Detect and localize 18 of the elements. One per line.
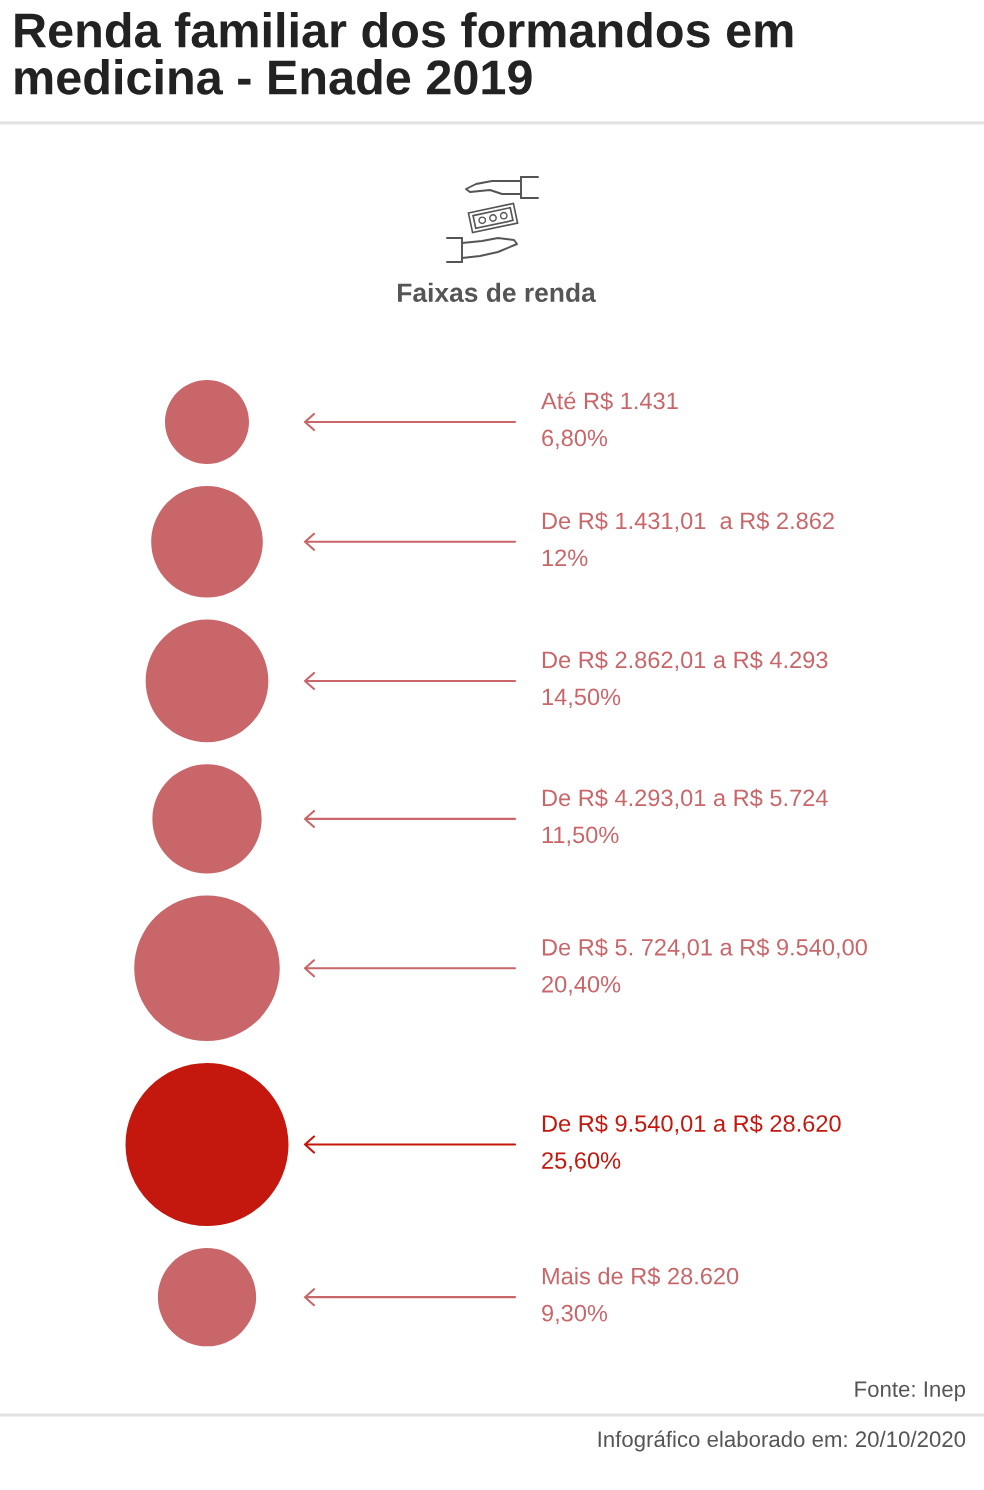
- category-label: De R$ 9.540,01 a R$ 28.620: [542, 1114, 841, 1135]
- data-label: 9,30%: [542, 1304, 608, 1325]
- data-label: 6,80%: [542, 429, 608, 450]
- text: Renda familiar dos formandos em medicina - Enade 2019: [15, 12, 793, 95]
- category-label: De R$ 4.293,01 a R$ 5.724: [542, 788, 828, 810]
- text: Faixas de renda: [398, 282, 596, 303]
- category-label: Até R$ 1.431: [541, 391, 678, 411]
- category-label: Mais de R$ 28.620: [542, 1266, 739, 1286]
- category-label: De R$ 2.862,01 a R$ 4.293: [542, 650, 828, 672]
- data-label: 14,50%: [542, 688, 621, 709]
- category-label: De R$ 1.431,01 a R$ 2.862: [542, 511, 834, 532]
- source-note: Fonte: Inep: [855, 1381, 966, 1402]
- data-label: 12%: [542, 549, 588, 567]
- data-label: 25,60%: [542, 1152, 621, 1172]
- data-label: 11,50%: [542, 826, 619, 847]
- data-label: 20,40%: [542, 975, 621, 996]
- category-label: De R$ 5. 724,01 a R$ 9.540,00: [542, 937, 867, 959]
- text: Infográfico elaborado em: 20/10/2020: [598, 1430, 966, 1452]
